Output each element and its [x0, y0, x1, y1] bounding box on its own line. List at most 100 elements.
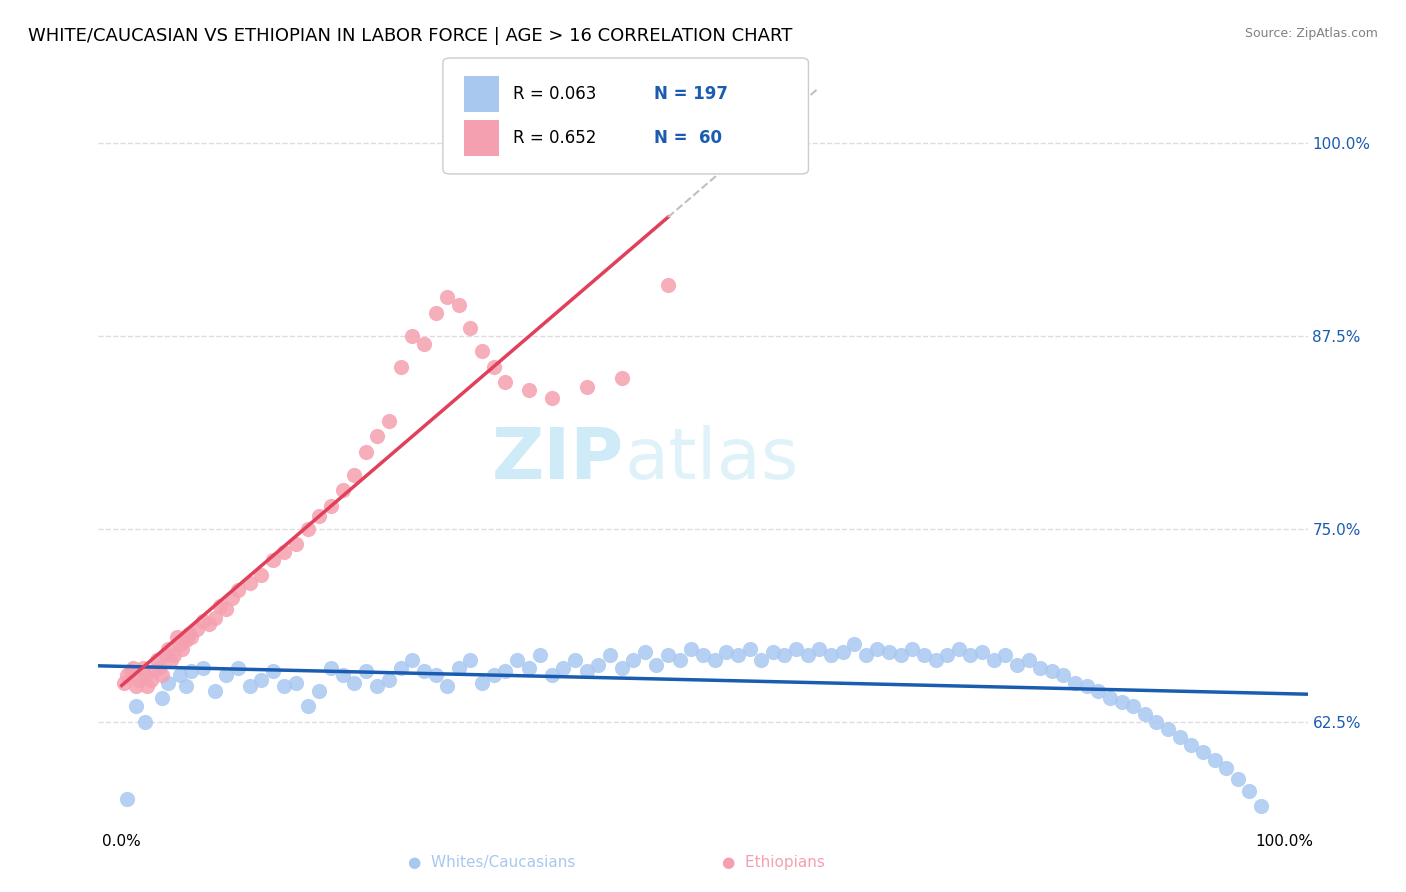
Point [122, 660, 145, 674]
Text: N = 197: N = 197 [654, 85, 728, 103]
Point [343, 467, 366, 482]
Point [692, 648, 714, 663]
Point [494, 376, 516, 390]
Point [215, 602, 238, 616]
Point [471, 344, 494, 359]
Point [436, 290, 458, 304]
Point [482, 668, 505, 682]
Point [1040, 664, 1063, 678]
Point [1239, 784, 1261, 798]
Point [308, 509, 330, 524]
Point [1250, 799, 1272, 814]
Point [1052, 668, 1074, 682]
Point [1226, 772, 1249, 786]
Text: ●  Whites/Caucasians: ● Whites/Caucasians [408, 855, 576, 870]
Point [844, 637, 866, 651]
Point [785, 642, 807, 657]
Point [186, 622, 208, 636]
Point [1146, 714, 1168, 729]
Point [401, 653, 423, 667]
Point [1133, 706, 1156, 721]
Point [1122, 699, 1144, 714]
Point [517, 660, 540, 674]
Point [134, 714, 156, 729]
Point [180, 630, 202, 644]
Point [250, 673, 273, 687]
Point [820, 648, 842, 663]
Point [169, 668, 191, 682]
Point [221, 591, 243, 606]
Point [179, 626, 201, 640]
Point [332, 483, 354, 498]
Point [262, 664, 284, 678]
Text: Source: ZipAtlas.com: Source: ZipAtlas.com [1244, 27, 1378, 40]
Point [1168, 730, 1191, 744]
Point [308, 683, 330, 698]
Point [319, 660, 342, 674]
Point [436, 679, 458, 693]
Point [1087, 683, 1109, 698]
Point [169, 637, 191, 651]
Point [749, 653, 772, 667]
Point [575, 380, 598, 394]
Point [1111, 694, 1133, 708]
Point [366, 429, 388, 443]
Point [773, 648, 796, 663]
Point [482, 359, 505, 374]
Point [681, 642, 703, 657]
Point [425, 668, 447, 682]
Point [273, 679, 295, 693]
Point [599, 648, 621, 663]
Point [471, 676, 494, 690]
Point [204, 683, 226, 698]
Point [354, 664, 377, 678]
Point [250, 568, 273, 582]
Point [117, 668, 139, 682]
Text: R = 0.652: R = 0.652 [513, 129, 596, 147]
Point [808, 642, 831, 657]
Text: ●  Ethiopians: ● Ethiopians [721, 855, 825, 870]
Point [166, 630, 188, 644]
Point [657, 648, 679, 663]
Point [191, 660, 214, 674]
Point [131, 660, 153, 674]
Point [389, 660, 412, 674]
Point [668, 653, 690, 667]
Text: N =  60: N = 60 [654, 129, 721, 147]
Point [209, 599, 232, 613]
Point [204, 611, 226, 625]
Point [191, 615, 214, 629]
Point [796, 648, 818, 663]
Point [366, 679, 388, 693]
Point [378, 673, 401, 687]
Point [354, 444, 377, 458]
Point [174, 632, 197, 647]
Point [112, 676, 135, 690]
Point [150, 668, 173, 682]
Point [163, 648, 186, 663]
Point [1157, 723, 1180, 737]
Point [506, 653, 529, 667]
Point [128, 673, 150, 687]
Point [262, 552, 284, 566]
Point [494, 664, 516, 678]
Point [1192, 746, 1215, 760]
Point [1018, 653, 1040, 667]
Point [134, 668, 156, 682]
Point [150, 691, 173, 706]
Point [912, 648, 935, 663]
Point [657, 278, 679, 293]
Point [529, 648, 551, 663]
Point [588, 657, 610, 672]
Point [553, 660, 575, 674]
Point [890, 648, 912, 663]
Point [124, 679, 146, 693]
Point [389, 359, 412, 374]
Point [994, 648, 1017, 663]
Point [378, 414, 401, 428]
Point [738, 642, 761, 657]
Point [145, 653, 167, 667]
Point [517, 383, 540, 397]
Point [970, 645, 993, 659]
Point [297, 522, 319, 536]
